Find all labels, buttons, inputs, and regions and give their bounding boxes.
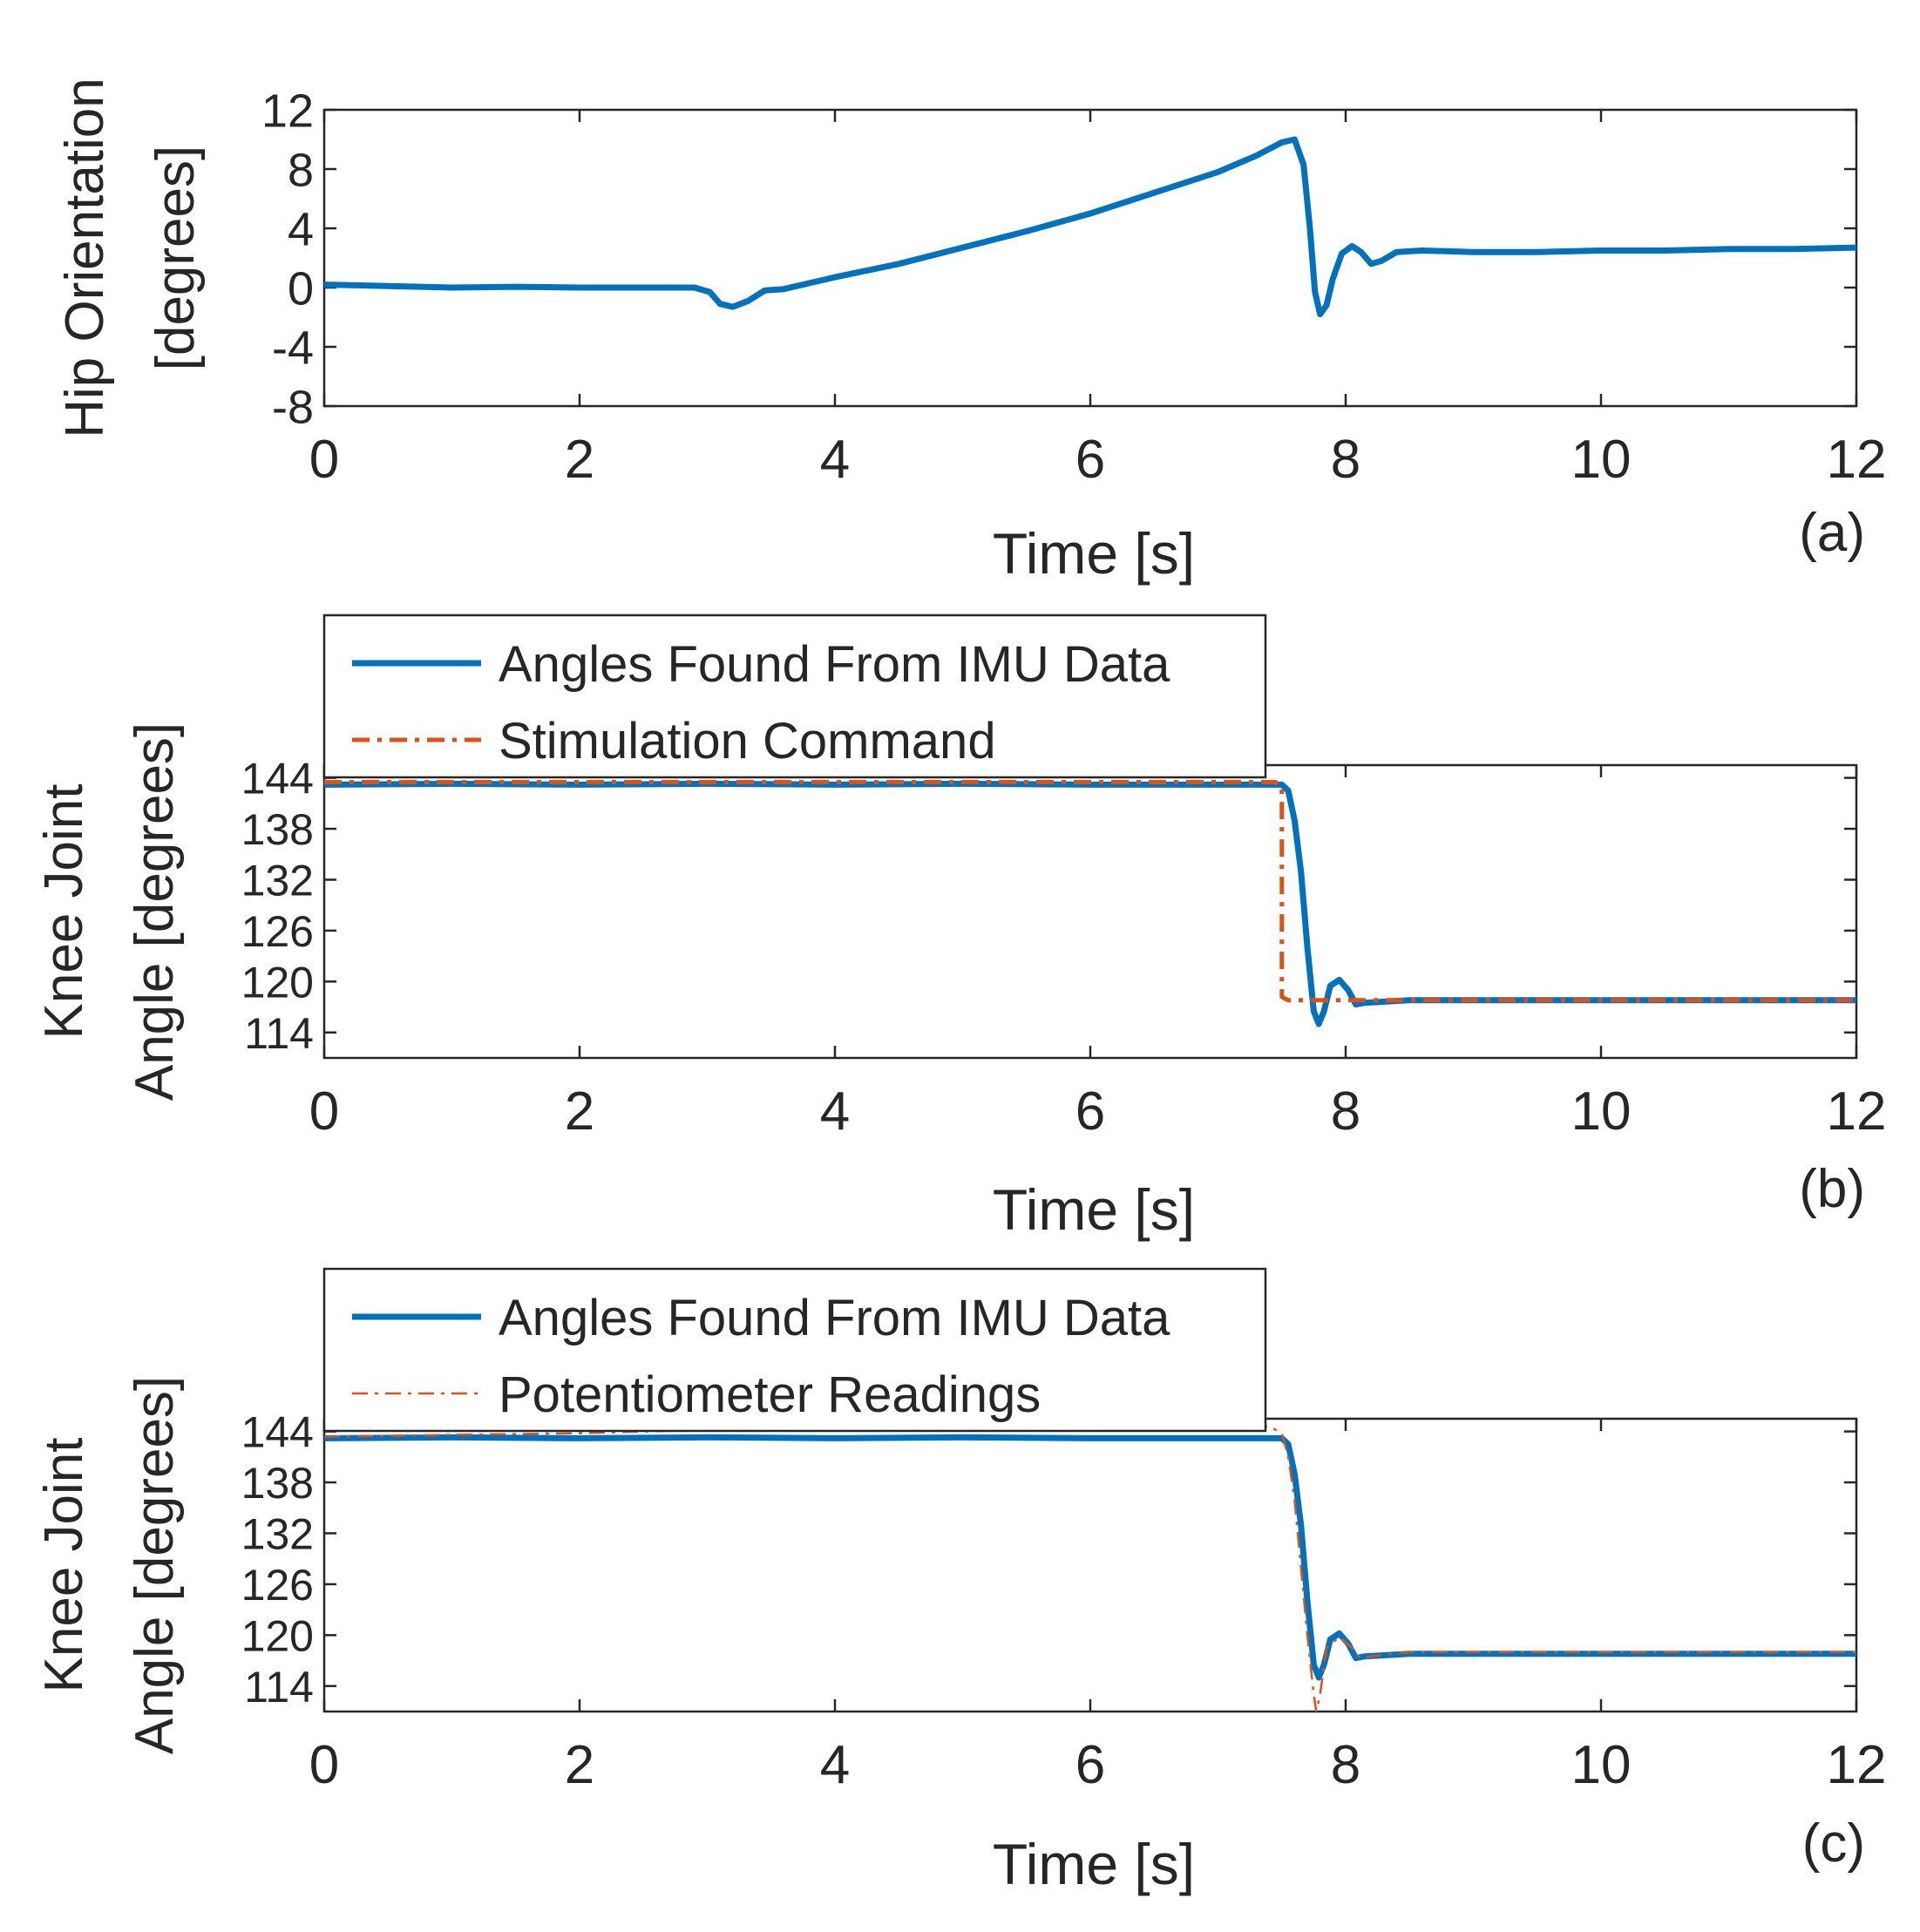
p1-x-tick-label: 2 (565, 1081, 594, 1142)
p1-y-tick-label: 132 (241, 856, 314, 905)
p2-y-tick-label: 144 (241, 1408, 314, 1457)
p2-panel-label: (c) (1802, 1813, 1865, 1874)
p0-x-tick-label: 2 (565, 430, 594, 490)
p1-axes-box (322, 763, 1858, 1060)
p0-y-tick-label: 8 (288, 144, 314, 196)
p2-x-tick-label: 8 (1331, 1735, 1360, 1795)
p0-y-axis-label: [degrees] (146, 146, 206, 371)
p0-y-tick-label: -8 (272, 381, 314, 433)
p1-panel-label: (b) (1799, 1159, 1865, 1219)
p2-legend-label-1: Potentiometer Readings (499, 1366, 1041, 1423)
p2-y-axis-label: Angle [degrees] (125, 1376, 185, 1754)
p0-series-0-line (324, 136, 1856, 318)
p1-x-tick-label: 6 (1075, 1081, 1105, 1142)
p2-y-tick-label: 120 (241, 1611, 314, 1660)
p1-y-tick-label: 120 (241, 958, 314, 1007)
p1-x-tick-label: 4 (820, 1081, 850, 1142)
p0-x-tick-label: 10 (1571, 430, 1632, 490)
p0-x-tick-label: 0 (309, 430, 339, 490)
p2-legend-box (322, 1267, 1267, 1433)
p1-series-1-line (324, 780, 1856, 1003)
p0-y-axis-label: Hip Orientation (55, 78, 115, 438)
p1-y-tick-label: 138 (241, 805, 314, 854)
p2-x-tick-label: 6 (1075, 1735, 1105, 1795)
p2-y-tick-label: 138 (241, 1459, 314, 1508)
p1-y-axis-label: Angle [degrees] (125, 722, 185, 1101)
p2-x-tick-label: 12 (1827, 1735, 1887, 1795)
p0-panel-label: (a) (1799, 503, 1865, 563)
p0-y-tick-label: 0 (288, 262, 314, 315)
p0-y-tick-label: 4 (288, 203, 314, 255)
p1-x-tick-label: 12 (1827, 1081, 1887, 1142)
p2-y-tick-label: 114 (244, 1663, 314, 1712)
p1-x-tick-label: 10 (1571, 1081, 1632, 1142)
p0-x-tick-label: 6 (1075, 430, 1105, 490)
p1-y-axis-label: Knee Joint (34, 784, 94, 1040)
p0-x-tick-label: 4 (820, 430, 850, 490)
p2-series-1-line (324, 1425, 1856, 1712)
p2-x-axis-label: Time [s] (993, 1832, 1195, 1896)
p2-axes-box (322, 1417, 1858, 1713)
p0-x-tick-label: 12 (1827, 430, 1887, 490)
p1-y-tick-label: 114 (244, 1009, 314, 1058)
p2-y-tick-label: 132 (241, 1509, 314, 1558)
p1-y-tick-label: 144 (241, 755, 314, 803)
p0-axes-box (322, 108, 1858, 408)
p2-x-tick-label: 0 (309, 1735, 339, 1795)
p0-y-tick-label: 12 (261, 85, 314, 137)
p1-legend-label-0: Angles Found From IMU Data (499, 636, 1170, 693)
p2-x-tick-label: 4 (820, 1735, 850, 1795)
chart-panel-a: 0 2 4 6 8 10 12 12 8 4 0 -4 -8 Hip Orientation [degree… (55, 78, 1886, 586)
p1-legend-label-1: Stimulation Command (499, 713, 996, 769)
p2-x-tick-label: 10 (1571, 1735, 1632, 1795)
p2-legend-label-0: Angles Found From IMU Data (499, 1290, 1170, 1346)
p0-x-axis-label: Time [s] (993, 521, 1195, 586)
p2-y-axis-label: Knee Joint (34, 1438, 94, 1693)
p1-legend-box (322, 613, 1267, 779)
p1-y-tick-label: 126 (241, 907, 314, 956)
p1-x-axis-label: Time [s] (993, 1177, 1195, 1242)
p1-x-tick-label: 8 (1331, 1081, 1360, 1142)
p2-y-tick-label: 126 (241, 1561, 314, 1610)
p0-x-tick-label: 8 (1331, 430, 1360, 490)
p1-series-0-line (324, 780, 1856, 1027)
p0-y-tick-label: -4 (272, 322, 314, 374)
p1-x-tick-label: 0 (309, 1081, 339, 1142)
p2-x-tick-label: 2 (565, 1735, 594, 1795)
p2-series-0-line (324, 1434, 1856, 1681)
